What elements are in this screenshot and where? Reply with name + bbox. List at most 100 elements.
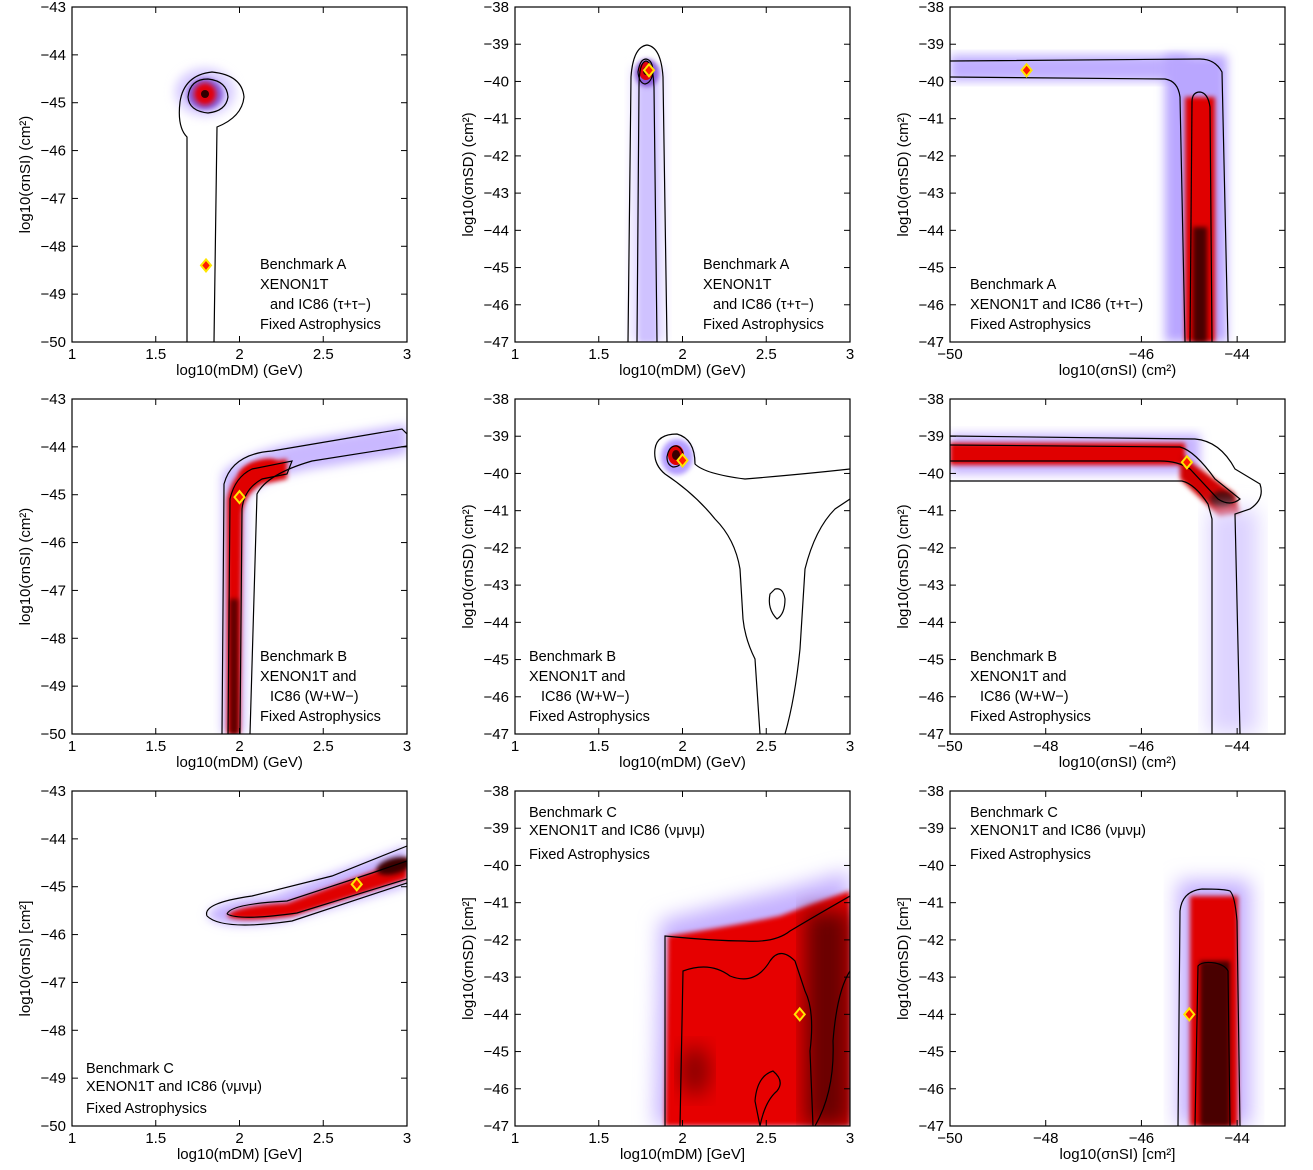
y-axis-label: log10(σnSD) (cm²)	[895, 112, 912, 236]
legend-line: IC86 (W+W−)	[980, 689, 1069, 705]
panel-B1: 1 1.5 2 2.5 3 −50 −49 −48 −47 −46 −45 −44 −43 log10(m…	[17, 391, 411, 771]
credible-contour	[654, 448, 761, 734]
y-tick-label: −40	[484, 857, 509, 874]
y-tick-label: −44	[41, 47, 66, 64]
y-tick-label: −43	[919, 185, 944, 202]
x-tick-label: 1	[511, 346, 519, 363]
x-axis-label: log10(mDM) (GeV)	[176, 754, 303, 771]
y-axis-label: log10(σnSD) [cm²]	[460, 897, 477, 1020]
legend-line: Fixed Astrophysics	[260, 317, 381, 333]
credible-contour	[1194, 961, 1231, 1126]
x-tick-label: 3	[403, 346, 411, 363]
legend-line: Benchmark A	[970, 277, 1057, 293]
y-axis-label: log10(σnSI) [cm²]	[17, 901, 34, 1017]
y-tick-label: −46	[41, 535, 66, 552]
legend-line: Benchmark B	[529, 649, 616, 665]
y-tick-label: −40	[484, 465, 509, 482]
posterior-region	[1210, 491, 1234, 507]
y-tick-label: −41	[919, 503, 944, 520]
plot-area	[72, 791, 407, 1126]
posterior-region	[1193, 227, 1207, 342]
x-tick-label: −46	[1129, 738, 1154, 755]
x-tick-label: 2	[678, 738, 686, 755]
posterior-heatmap	[950, 434, 1262, 734]
best-fit-point	[1180, 454, 1194, 470]
legend-line: Benchmark C	[529, 805, 617, 821]
x-tick-label: 2	[235, 346, 243, 363]
y-tick-label: −38	[919, 391, 944, 408]
plot-area	[72, 7, 407, 342]
x-tick-label: 3	[846, 738, 854, 755]
best-fit-point	[350, 876, 364, 892]
posterior-heatmap	[1177, 881, 1250, 1126]
y-tick-label: −42	[484, 932, 509, 949]
y-tick-label: −47	[484, 334, 509, 351]
y-tick-label: −44	[484, 1006, 509, 1023]
credible-contour	[654, 433, 850, 480]
posterior-region	[950, 443, 1185, 465]
best-fit-point	[1182, 1006, 1196, 1022]
x-tick-label: 1.5	[588, 1130, 609, 1147]
y-tick-label: −46	[919, 297, 944, 314]
y-tick-label: −39	[919, 36, 944, 53]
y-tick-label: −47	[41, 190, 66, 207]
y-tick-label: −38	[919, 783, 944, 800]
panel-B2: 1 1.5 2 2.5 3 −47 −46 −45 −44 −43 −42 −41 −40 −39 −38 l…	[460, 391, 854, 771]
legend-line: Fixed Astrophysics	[970, 709, 1091, 725]
y-tick-label: −44	[919, 222, 944, 239]
y-tick-label: −42	[484, 540, 509, 557]
legend-line: XENON1T and IC86 (νμνμ)	[970, 823, 1146, 839]
x-tick-label: −46	[1129, 1130, 1154, 1147]
legend-line: XENON1T and	[529, 669, 625, 685]
y-tick-label: −46	[41, 927, 66, 944]
y-axis-label: log10(σnSD) (cm²)	[460, 504, 477, 628]
credible-contour	[227, 460, 293, 734]
x-tick-label: −50	[937, 738, 962, 755]
panel-A2: 1 1.5 2 2.5 3 −47 −46 −45 −44 −43 −42 −41 −40 −39 −38 l…	[460, 0, 854, 379]
x-tick-label: 1.5	[588, 346, 609, 363]
y-tick-label: −39	[484, 428, 509, 445]
credible-contour	[664, 895, 850, 1126]
legend-line: Fixed Astrophysics	[970, 847, 1091, 863]
x-axis-label: log10(mDM) (GeV)	[619, 362, 746, 379]
y-tick-label: −49	[41, 286, 66, 303]
credible-contour	[1177, 888, 1241, 1126]
x-tick-label: 2.5	[313, 346, 334, 363]
y-tick-label: −45	[919, 652, 944, 669]
x-axis-label: log10(mDM) (GeV)	[176, 362, 303, 379]
y-tick-label: −47	[41, 974, 66, 991]
y-tick-label: −47	[41, 582, 66, 599]
posterior-heatmap	[655, 871, 850, 1126]
y-tick-label: −50	[41, 334, 66, 351]
x-axis-label: log10(σnSI) [cm²]	[1060, 1146, 1176, 1163]
y-tick-label: −39	[484, 820, 509, 837]
y-axis-label: log10(σnSI) (cm²)	[17, 508, 34, 626]
y-tick-label: −41	[484, 503, 509, 520]
y-axis-label: log10(σnSI) (cm²)	[17, 116, 34, 234]
best-fit-point	[793, 1006, 807, 1022]
y-tick-label: −44	[484, 614, 509, 631]
y-tick-label: −49	[41, 1070, 66, 1087]
legend-line: Benchmark A	[703, 257, 790, 273]
best-fit-point	[676, 452, 689, 468]
y-tick-label: −46	[919, 689, 944, 706]
y-tick-label: −44	[41, 439, 66, 456]
best-fit-point	[199, 257, 213, 273]
posterior-region	[665, 891, 850, 1126]
legend-line: Benchmark C	[970, 805, 1058, 821]
y-tick-label: −49	[41, 678, 66, 695]
credible-contour	[768, 588, 786, 620]
best-fit-point	[233, 489, 246, 505]
y-axis-label: log10(σnSD) [cm²]	[895, 897, 912, 1020]
y-tick-label: −47	[919, 334, 944, 351]
legend-line: Benchmark B	[260, 649, 347, 665]
x-tick-label: −46	[1129, 346, 1154, 363]
legend-line: XENON1T and IC86 (τ+τ−)	[970, 297, 1143, 313]
y-tick-label: −46	[484, 689, 509, 706]
x-tick-label: 2	[235, 738, 243, 755]
y-tick-label: −47	[919, 1118, 944, 1135]
credible-contour	[950, 76, 1186, 342]
x-tick-label: −48	[1033, 1130, 1058, 1147]
posterior-heatmap	[221, 424, 407, 734]
